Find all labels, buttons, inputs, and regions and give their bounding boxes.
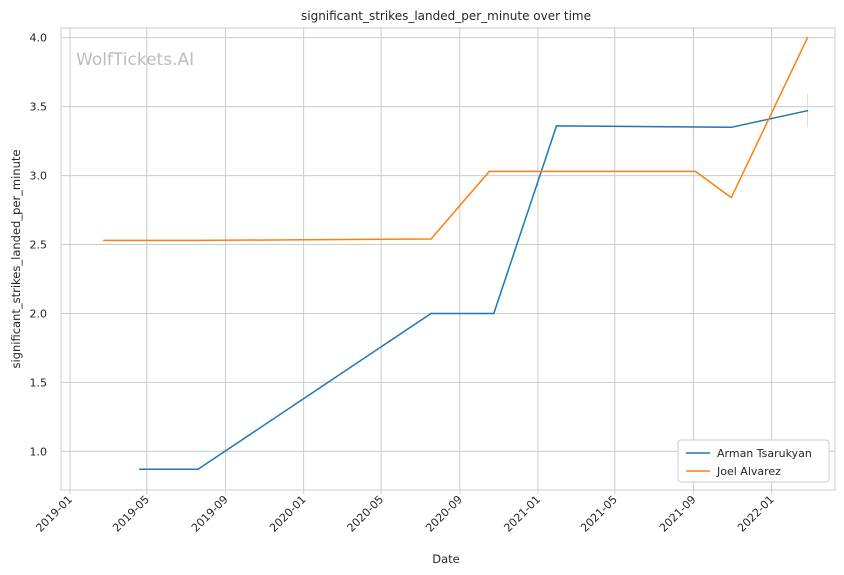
y-tick-label: 3.5 [30,101,48,114]
y-tick-label: 1.0 [30,445,48,458]
legend-label-arman-tsarukyan: Arman Tsarukyan [717,447,812,460]
plot-frame [60,27,836,491]
legend: Arman Tsarukyan Joel Alvarez [677,439,830,483]
data-point-joel-alvarez [103,239,105,242]
y-tick-label: 2.5 [30,239,48,252]
legend-label-joel-alvarez: Joel Alvarez [716,465,781,478]
series-layer [103,36,809,471]
y-tick-label: 3.0 [30,170,48,183]
data-point-arman-tsarukyan [197,468,199,471]
data-point-joel-alvarez [430,238,432,240]
chart-title: significant_strikes_landed_per_minute ov… [301,9,591,23]
data-point-joel-alvarez [488,170,491,173]
data-point-joel-alvarez [806,36,809,39]
data-point-arman-tsarukyan [430,312,432,315]
data-point-arman-tsarukyan [492,312,495,315]
data-point-joel-alvarez [694,170,697,173]
y-tick-label: 1.5 [30,376,48,389]
data-point-arman-tsarukyan [138,468,141,471]
watermark-text: WolfTickets.AI [76,50,194,70]
data-point-arman-tsarukyan [730,126,733,129]
data-point-arman-tsarukyan [806,109,809,112]
y-tick-label: 2.0 [30,307,48,320]
x-axis-label: Date [432,552,460,566]
legend-box [677,439,830,483]
y-axis-label: significant_strikes_landed_per_minute [9,150,23,369]
data-point-joel-alvarez [730,196,733,199]
y-axis-ticks: 1.0 1.5 2.0 2.5 3.0 3.5 4.0 [30,32,48,459]
data-point-arman-tsarukyan [555,125,558,127]
y-tick-label: 4.0 [30,32,48,45]
data-point-joel-alvarez [197,239,199,242]
